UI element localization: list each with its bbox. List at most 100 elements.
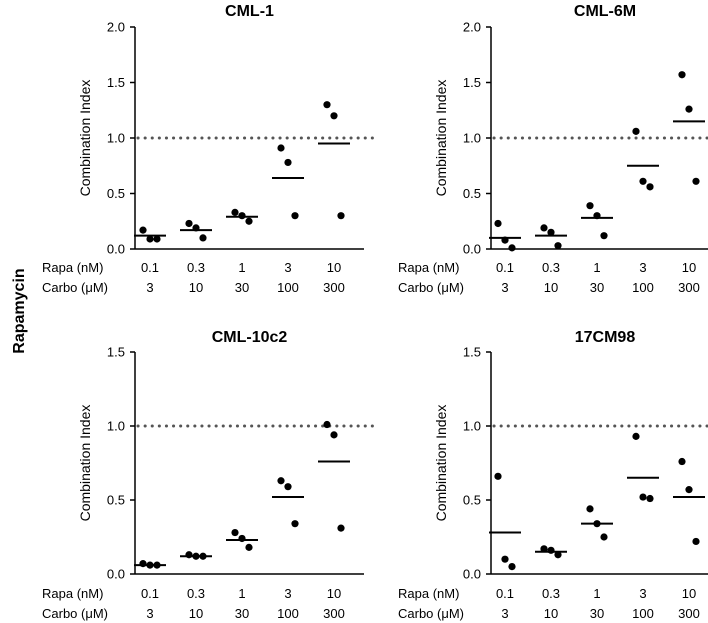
x-row-label: Rapa (nM): [398, 260, 459, 275]
x-tick-label: 10: [327, 586, 341, 601]
y-tick-label: 1.5: [463, 75, 481, 90]
y-axis-label: Combination Index: [77, 405, 93, 522]
y-axis-label: Combination Index: [433, 80, 449, 197]
x-tick-label: 0.3: [187, 260, 205, 275]
x-row-label: Carbo (μM): [42, 280, 108, 295]
x-tick-label: 1: [593, 586, 600, 601]
data-point: [139, 226, 147, 234]
y-axis-label: Combination Index: [433, 405, 449, 522]
x-tick-label: 100: [632, 280, 654, 295]
chart-title: CML-10c2: [212, 329, 288, 346]
x-row-label: Rapa (nM): [398, 586, 459, 601]
x-tick-label: 30: [235, 606, 249, 621]
data-point: [508, 244, 516, 252]
x-tick-label: 3: [146, 280, 153, 295]
y-tick-label: 0.0: [463, 567, 481, 582]
x-tick-label: 0.3: [187, 586, 205, 601]
data-point: [291, 212, 299, 220]
data-point: [678, 457, 686, 466]
y-tick-label: 0.5: [463, 493, 481, 508]
y-tick-label: 0.0: [107, 567, 125, 582]
data-point: [284, 158, 292, 167]
y-tick-label: 1.0: [463, 419, 481, 434]
x-tick-label: 3: [284, 586, 291, 601]
data-point: [277, 144, 285, 152]
x-tick-label: 3: [639, 260, 646, 275]
x-tick-label: 1: [238, 260, 245, 275]
x-row-label: Carbo (μM): [398, 606, 464, 621]
x-tick-label: 10: [327, 260, 341, 275]
data-point: [540, 224, 548, 232]
y-tick-label: 1.5: [107, 345, 125, 360]
y-tick-label: 0.0: [463, 242, 481, 257]
data-point: [284, 483, 292, 491]
y-axis-label: Combination Index: [77, 80, 93, 197]
data-point: [692, 177, 700, 185]
data-point: [685, 486, 693, 494]
y-tick-label: 1.5: [107, 75, 125, 90]
data-point: [508, 563, 516, 571]
data-point: [639, 493, 647, 501]
data-point: [245, 217, 253, 225]
data-point: [245, 543, 253, 551]
x-tick-label: 10: [682, 260, 696, 275]
x-tick-label: 0.1: [496, 260, 514, 275]
y-tick-label: 2.0: [463, 20, 481, 35]
data-point: [547, 228, 555, 236]
y-tick-label: 0.5: [107, 186, 125, 201]
x-tick-label: 300: [678, 606, 700, 621]
y-tick-label: 1.0: [107, 131, 125, 146]
x-row-label: Carbo (μM): [42, 606, 108, 621]
x-tick-label: 10: [544, 606, 558, 621]
data-point: [547, 546, 555, 554]
x-tick-label: 1: [593, 260, 600, 275]
data-point: [323, 101, 331, 109]
y-tick-label: 0.0: [107, 242, 125, 257]
x-tick-label: 300: [678, 280, 700, 295]
x-tick-label: 10: [682, 586, 696, 601]
x-tick-label: 300: [323, 280, 345, 295]
data-point: [337, 212, 345, 220]
x-tick-label: 10: [544, 280, 558, 295]
chart-title: CML-1: [225, 3, 274, 20]
x-row-label: Rapa (nM): [42, 586, 103, 601]
x-row-label: Rapa (nM): [42, 260, 103, 275]
data-point: [692, 537, 700, 546]
x-tick-label: 100: [632, 606, 654, 621]
y-tick-label: 2.0: [107, 20, 125, 35]
data-point: [330, 431, 338, 439]
data-point: [337, 524, 345, 532]
x-tick-label: 0.3: [542, 586, 560, 601]
y-tick-label: 1.0: [463, 131, 481, 146]
data-point: [586, 505, 594, 513]
data-point: [231, 528, 239, 537]
data-point: [678, 71, 686, 79]
data-point: [685, 105, 693, 113]
x-tick-label: 0.1: [496, 586, 514, 601]
x-tick-label: 100: [277, 280, 299, 295]
x-tick-label: 3: [501, 280, 508, 295]
data-point: [586, 202, 594, 210]
chart-title: 17CM98: [575, 329, 636, 346]
data-point: [199, 234, 207, 242]
data-point: [600, 533, 608, 541]
data-point: [632, 127, 640, 135]
x-tick-label: 0.1: [141, 260, 159, 275]
x-tick-label: 30: [590, 606, 604, 621]
x-tick-label: 3: [639, 586, 646, 601]
x-tick-label: 3: [284, 260, 291, 275]
y-tick-label: 0.5: [107, 493, 125, 508]
x-tick-label: 0.1: [141, 586, 159, 601]
data-point: [277, 477, 285, 485]
x-tick-label: 10: [189, 606, 203, 621]
data-point: [600, 232, 608, 240]
chart-title: CML-6M: [574, 3, 636, 20]
x-tick-label: 300: [323, 606, 345, 621]
data-point: [540, 545, 548, 553]
data-point: [632, 432, 640, 440]
y-tick-label: 1.5: [463, 345, 481, 360]
